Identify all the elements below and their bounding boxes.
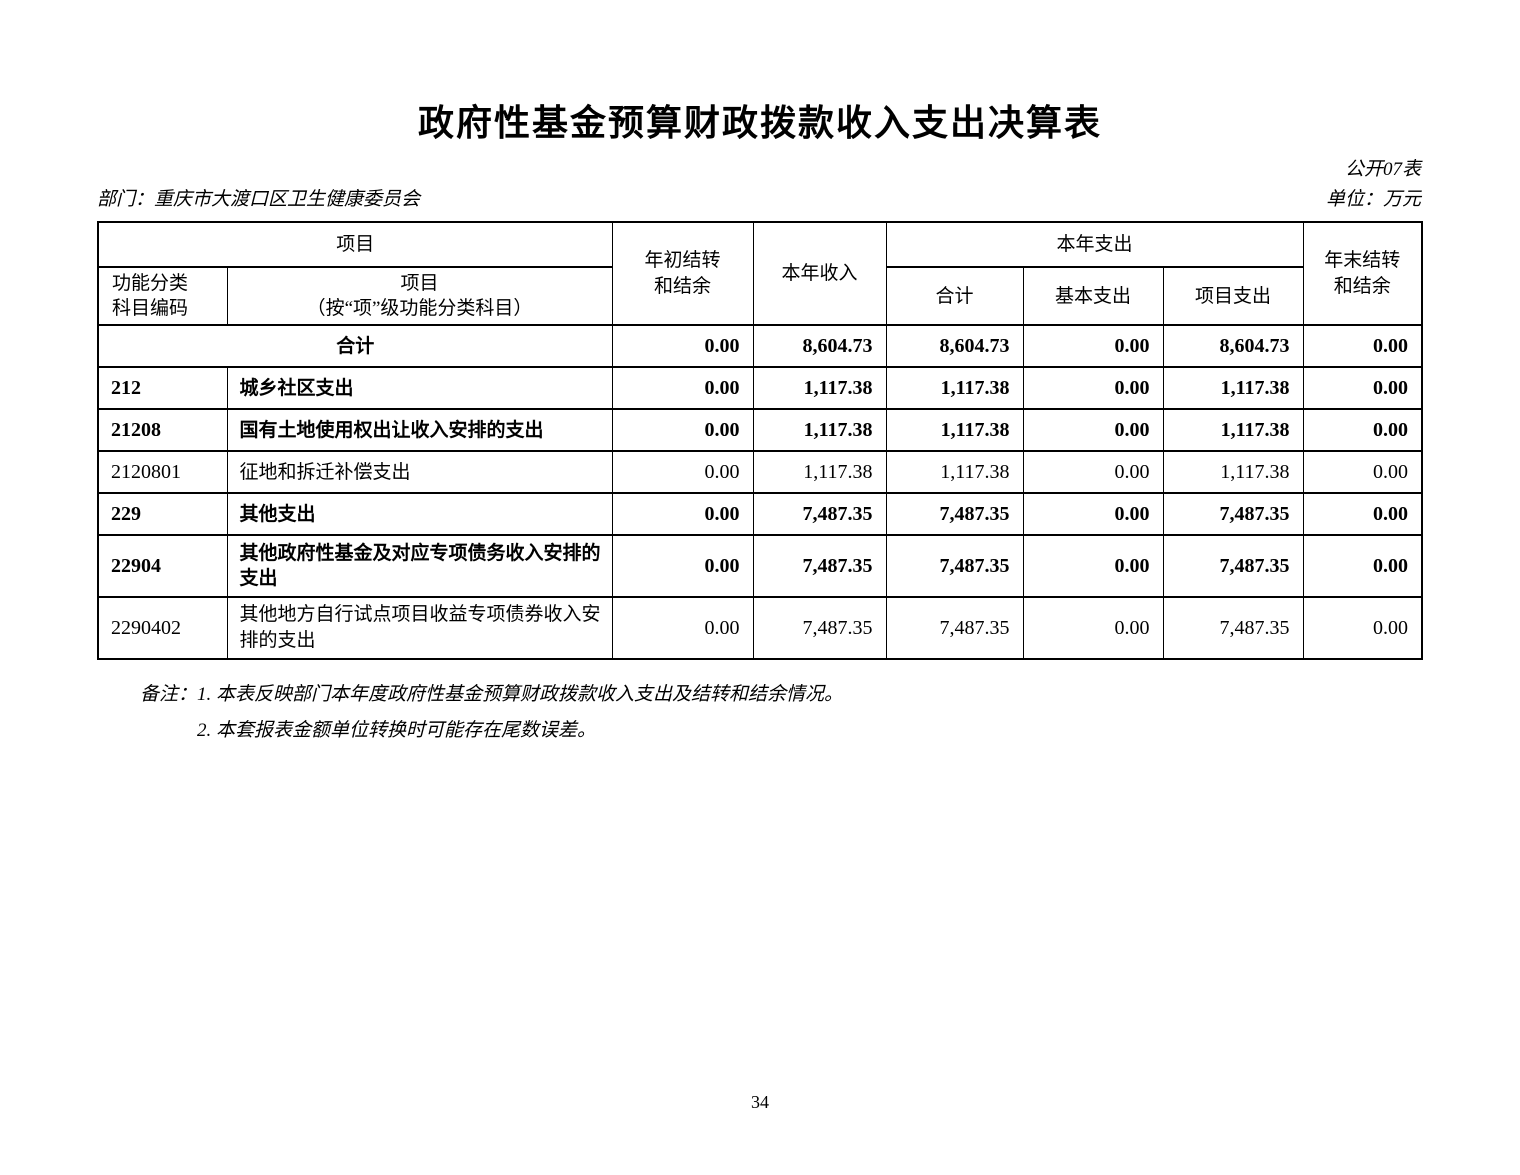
cell-exp-basic: 0.00 [1022, 492, 1164, 536]
cell-code: 212 [97, 366, 228, 410]
cell-row-name: 征地和拆迁补偿支出 [226, 450, 613, 494]
cell-row-name: 其他地方自行试点项目收益专项债券收入安排的支出 [226, 596, 613, 660]
cell-income: 1,117.38 [752, 366, 887, 410]
cell-opening: 0.00 [611, 534, 754, 598]
cell-exp-basic: 0.00 [1022, 408, 1164, 452]
note-item-1: 1. 本表反映部门本年度政府性基金预算财政拨款收入支出及结转和结余情况。 [197, 683, 844, 705]
cell-exp-project: 8,604.73 [1162, 324, 1304, 368]
cell-code: 229 [97, 492, 228, 536]
header-row-2: 功能分类 科目编码 项目 （按“项”级功能分类科目） 合计 基本支出 项目支出 [97, 266, 1422, 326]
notes-label: 备注： [140, 683, 198, 705]
form-number-label: 公开07表 [1344, 159, 1421, 180]
fiscal-table: 项目 年初结转 和结余 本年收入 本年支出 年末结转 和结余 功能分类 [97, 221, 1424, 660]
header-exp-total: 合计 [885, 266, 1024, 326]
cell-closing: 0.00 [1302, 324, 1423, 368]
header-project-group: 项目 [97, 221, 613, 269]
cell-opening: 0.00 [611, 492, 754, 536]
cell-exp-project: 7,487.35 [1162, 492, 1304, 536]
cell-income: 7,487.35 [752, 534, 887, 598]
cell-exp-total: 8,604.73 [885, 324, 1024, 368]
cell-exp-project: 7,487.35 [1162, 596, 1304, 660]
page-title: 政府性基金预算财政拨款收入支出决算表 [417, 102, 1102, 143]
cell-row-name: 城乡社区支出 [226, 366, 613, 410]
notes: 备注： 1. 本表反映部门本年度政府性基金预算财政拨款收入支出及结转和结余情况。… [140, 677, 1421, 749]
meta-row: 部门：重庆市大渡口区卫生健康委员会 单位：万元 [97, 188, 1421, 213]
cell-exp-total: 7,487.35 [885, 596, 1024, 660]
cell-exp-project: 1,117.38 [1162, 408, 1304, 452]
cell-exp-basic: 0.00 [1022, 596, 1164, 660]
cell-closing: 0.00 [1302, 408, 1423, 452]
cell-closing: 0.00 [1302, 492, 1423, 536]
cell-exp-project: 1,117.38 [1162, 366, 1304, 410]
cell-exp-total: 1,117.38 [885, 408, 1024, 452]
table-row-212: 212 城乡社区支出 0.00 1,117.38 1,117.38 0.00 1… [97, 366, 1423, 410]
cell-code: 22904 [97, 534, 228, 598]
cell-exp-project: 1,117.38 [1162, 450, 1304, 494]
cell-closing: 0.00 [1302, 366, 1423, 410]
cell-opening: 0.00 [611, 366, 754, 410]
cell-row-name: 合计 [97, 324, 613, 368]
page-number: 34 [751, 1092, 769, 1112]
table-row-grand-total: 合计 0.00 8,604.73 8,604.73 0.00 8,604.73 … [97, 324, 1423, 368]
cell-exp-total: 7,487.35 [885, 492, 1024, 536]
cell-income: 8,604.73 [752, 324, 887, 368]
header-current-income: 本年收入 [752, 221, 887, 327]
cell-code: 2290402 [97, 596, 228, 660]
cell-income: 7,487.35 [752, 596, 887, 660]
cell-opening: 0.00 [611, 324, 754, 368]
cell-exp-project: 7,487.35 [1162, 534, 1304, 598]
header-project-item: 项目 （按“项”级功能分类科目） [226, 266, 613, 326]
header-exp-basic: 基本支出 [1022, 266, 1164, 326]
table-row-22904: 22904 其他政府性基金及对应专项债务收入安排的支出 0.00 7,487.3… [97, 534, 1423, 598]
table-row-2290402: 2290402 其他地方自行试点项目收益专项债券收入安排的支出 0.00 7,4… [97, 596, 1423, 660]
cell-income: 1,117.38 [752, 408, 887, 452]
cell-exp-basic: 0.00 [1022, 450, 1164, 494]
cell-closing: 0.00 [1302, 534, 1423, 598]
document-page: 政府性基金预算财政拨款收入支出决算表 公开07表 部门：重庆市大渡口区卫生健康委… [0, 100, 1520, 1112]
cell-exp-total: 1,117.38 [885, 450, 1024, 494]
note-item-2: 2. 本套报表金额单位转换时可能存在尾数误差。 [197, 719, 597, 741]
cell-exp-basic: 0.00 [1022, 366, 1164, 410]
table-row-229: 229 其他支出 0.00 7,487.35 7,487.35 0.00 7,4… [97, 492, 1423, 536]
cell-code: 21208 [97, 408, 228, 452]
cell-income: 7,487.35 [752, 492, 887, 536]
cell-row-name: 其他政府性基金及对应专项债务收入安排的支出 [226, 534, 613, 598]
cell-row-name: 国有土地使用权出让收入安排的支出 [226, 408, 613, 452]
cell-code: 2120801 [97, 450, 228, 494]
cell-opening: 0.00 [611, 408, 754, 452]
department-label: 部门：重庆市大渡口区卫生健康委员会 [97, 188, 421, 210]
cell-exp-basic: 0.00 [1022, 324, 1164, 368]
unit-label: 单位：万元 [1325, 188, 1421, 210]
table-row-2120801: 2120801 征地和拆迁补偿支出 0.00 1,117.38 1,117.38… [97, 450, 1423, 494]
header-function-code: 功能分类 科目编码 [97, 266, 228, 326]
cell-exp-basic: 0.00 [1022, 534, 1164, 598]
cell-row-name: 其他支出 [226, 492, 613, 536]
cell-closing: 0.00 [1302, 596, 1423, 660]
cell-income: 1,117.38 [752, 450, 887, 494]
header-opening-balance: 年初结转 和结余 [611, 221, 754, 327]
cell-closing: 0.00 [1302, 450, 1423, 494]
header-exp-project: 项目支出 [1162, 266, 1304, 326]
cell-exp-total: 1,117.38 [885, 366, 1024, 410]
cell-opening: 0.00 [611, 450, 754, 494]
cell-opening: 0.00 [611, 596, 754, 660]
header-expenditure-group: 本年支出 [885, 221, 1304, 269]
table-row-21208: 21208 国有土地使用权出让收入安排的支出 0.00 1,117.38 1,1… [97, 408, 1423, 452]
cell-exp-total: 7,487.35 [885, 534, 1024, 598]
header-closing-balance: 年末结转 和结余 [1302, 221, 1423, 327]
header-row-1: 项目 年初结转 和结余 本年收入 本年支出 年末结转 和结余 [97, 221, 1423, 327]
